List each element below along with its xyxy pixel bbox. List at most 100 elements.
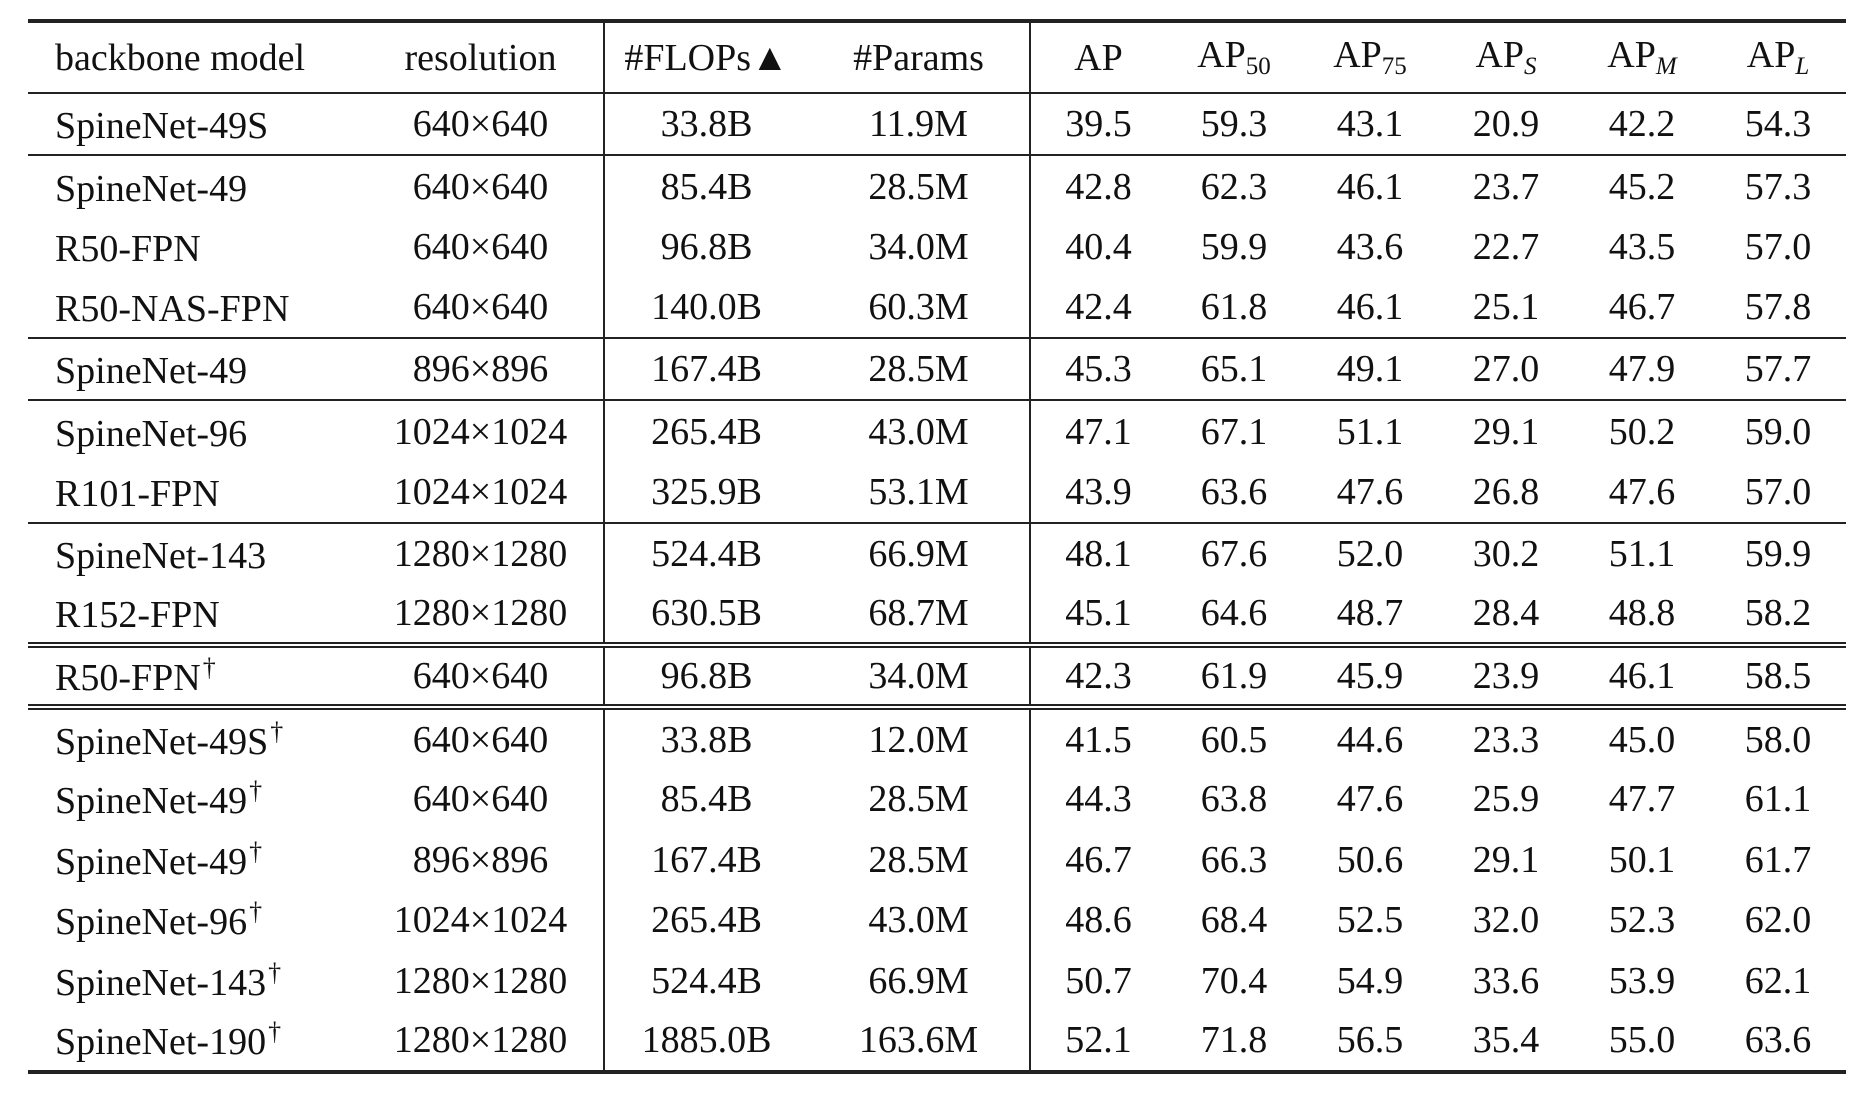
dagger-mark: † bbox=[249, 836, 263, 866]
cell-model: R101-FPN bbox=[28, 462, 358, 523]
model-name: R50-FPN bbox=[55, 228, 201, 271]
header-ap75: AP75 bbox=[1302, 19, 1438, 94]
cell-params: 34.0M bbox=[808, 642, 1031, 707]
cell-ap75: 51.1 bbox=[1302, 399, 1438, 462]
table-row: SpineNet-49 640×640 85.4B 28.5M 42.8 62.3 46.1… bbox=[28, 154, 1846, 217]
cell-ap: 41.5 bbox=[1030, 704, 1166, 769]
model-name: SpineNet-49S bbox=[55, 720, 269, 763]
cell-ap50: 64.6 bbox=[1200, 592, 1268, 635]
table-row: SpineNet-49† 640×640 85.4B 28.5M 44.3 63.8 47.… bbox=[28, 769, 1846, 830]
header-resolution: resolution bbox=[358, 19, 605, 94]
cell-apm: 42.2 bbox=[1574, 92, 1710, 155]
cell-ap: 39.5 bbox=[1030, 92, 1166, 155]
cell-ap50: 59.3 bbox=[1166, 92, 1302, 155]
cell-apm: 51.1 bbox=[1574, 521, 1710, 585]
cell-params: 163.6M bbox=[808, 1011, 1031, 1074]
cell-ap75: 47.6 bbox=[1336, 470, 1404, 513]
cell-ap75: 50.6 bbox=[1336, 838, 1404, 881]
dagger-mark: † bbox=[268, 957, 282, 987]
cell-resolution: 896×896 bbox=[358, 337, 605, 400]
header-ap75-base: AP bbox=[1333, 34, 1382, 76]
cell-flops: 524.4B bbox=[651, 959, 762, 1002]
model-name: SpineNet-96 bbox=[55, 901, 248, 944]
cell-params: 28.5M bbox=[808, 769, 1031, 830]
cell-params: 28.5M bbox=[808, 154, 1031, 217]
cell-aps: 23.7 bbox=[1438, 154, 1574, 217]
cell-ap75: 54.9 bbox=[1336, 959, 1404, 1002]
cell-aps: 23.9 bbox=[1438, 642, 1574, 707]
cell-apl: 63.6 bbox=[1710, 1011, 1846, 1074]
model-name: SpineNet-49 bbox=[55, 350, 248, 392]
cell-apl: 62.0 bbox=[1744, 899, 1812, 942]
cell-params: 43.0M bbox=[808, 890, 1031, 951]
cell-model: SpineNet-190† bbox=[28, 1011, 358, 1074]
cell-ap: 43.9 bbox=[1065, 470, 1132, 513]
cell-model: SpineNet-49S bbox=[28, 92, 358, 155]
cell-flops: 1885.0B bbox=[604, 1011, 808, 1074]
table-row: R50-FPN† 640×640 96.8B 34.0M 42.3 61.9 45.9 23.… bbox=[28, 642, 1846, 707]
cell-ap: 48.1 bbox=[1030, 521, 1166, 585]
cell-aps: 22.7 bbox=[1472, 226, 1540, 269]
cell-ap: 50.7 bbox=[1065, 959, 1132, 1002]
cell-apl: 58.5 bbox=[1710, 642, 1846, 707]
cell-apl: 57.0 bbox=[1744, 226, 1812, 269]
cell-apl: 61.7 bbox=[1744, 838, 1812, 881]
cell-flops: 33.8B bbox=[604, 92, 808, 155]
cell-ap: 44.3 bbox=[1065, 778, 1132, 821]
cell-flops: 167.4B bbox=[651, 838, 762, 881]
cell-resolution: 640×640 bbox=[358, 277, 605, 338]
header-apl: APL bbox=[1710, 19, 1846, 94]
cell-aps: 25.9 bbox=[1472, 778, 1540, 821]
header-ap75-sub: 75 bbox=[1381, 53, 1407, 80]
header-apm: APM bbox=[1574, 19, 1710, 94]
dagger-mark: † bbox=[249, 776, 263, 806]
cell-apm: 46.1 bbox=[1574, 642, 1710, 707]
cell-ap50: 61.9 bbox=[1166, 642, 1302, 707]
cell-model: SpineNet-143† bbox=[28, 951, 358, 1012]
cell-ap50: 60.5 bbox=[1166, 704, 1302, 769]
cell-apl: 58.0 bbox=[1710, 704, 1846, 769]
cell-flops: 325.9B bbox=[651, 470, 762, 513]
cell-ap50: 61.8 bbox=[1200, 286, 1268, 329]
cell-apl: 57.3 bbox=[1710, 154, 1846, 217]
cell-model: R152-FPN bbox=[28, 585, 358, 646]
cell-aps: 28.4 bbox=[1472, 592, 1540, 635]
cell-apm: 47.7 bbox=[1608, 778, 1676, 821]
model-name: SpineNet-143 bbox=[55, 961, 267, 1004]
cell-aps: 25.1 bbox=[1472, 286, 1540, 329]
cell-ap50: 71.8 bbox=[1166, 1011, 1302, 1074]
cell-apl: 54.3 bbox=[1710, 92, 1846, 155]
cell-resolution: 1024×1024 bbox=[358, 462, 605, 523]
cell-ap75: 44.6 bbox=[1302, 704, 1438, 769]
cell-resolution: 1280×1280 bbox=[358, 584, 605, 645]
cell-ap50: 63.6 bbox=[1200, 470, 1268, 513]
cell-model: SpineNet-49 bbox=[28, 337, 358, 400]
cell-ap: 45.3 bbox=[1030, 337, 1166, 400]
header-row: backbone model resolution #FLOPs▲ #Param… bbox=[28, 19, 1846, 94]
table-row: SpineNet-96 1024×1024 265.4B 43.0M 47.1 67.1 5… bbox=[28, 399, 1846, 462]
header-ap50-sub: 50 bbox=[1245, 53, 1271, 80]
header-aps: APS bbox=[1438, 19, 1574, 94]
model-name: R50-FPN bbox=[55, 657, 201, 699]
cell-ap75: 43.1 bbox=[1302, 92, 1438, 155]
model-name: SpineNet-49 bbox=[55, 840, 248, 883]
cell-ap: 46.7 bbox=[1065, 838, 1132, 881]
cell-apm: 50.1 bbox=[1608, 838, 1676, 881]
cell-apm: 45.0 bbox=[1574, 704, 1710, 769]
table-row: SpineNet-143† 1280×1280 524.4B 66.9M 50.7 70.… bbox=[28, 950, 1846, 1012]
table-row: SpineNet-190† 1280×1280 1885.0B 163.6M 52.1 7… bbox=[28, 1011, 1846, 1074]
cell-resolution: 1280×1280 bbox=[358, 1011, 605, 1074]
cell-model: R50-NAS-FPN bbox=[28, 278, 358, 339]
cell-aps: 26.8 bbox=[1472, 470, 1540, 513]
cell-aps: 20.9 bbox=[1438, 92, 1574, 155]
cell-ap: 47.1 bbox=[1030, 399, 1166, 462]
cell-flops: 33.8B bbox=[604, 704, 808, 769]
cell-params: 68.7M bbox=[808, 584, 1031, 645]
cell-flops: 167.4B bbox=[604, 337, 808, 400]
cell-aps: 32.0 bbox=[1472, 899, 1540, 942]
header-model: backbone model bbox=[28, 19, 358, 94]
cell-apm: 50.2 bbox=[1574, 399, 1710, 462]
cell-ap: 42.4 bbox=[1065, 286, 1132, 329]
cell-apl: 57.7 bbox=[1710, 337, 1846, 400]
model-name: R101-FPN bbox=[55, 472, 220, 515]
